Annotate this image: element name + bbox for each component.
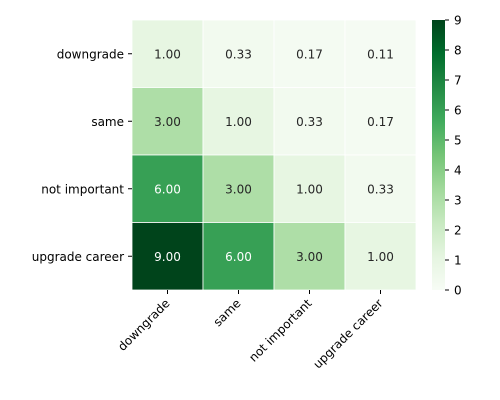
heatmap-cell bbox=[202, 154, 275, 223]
heatmap-cell bbox=[344, 87, 417, 156]
heatmap-cell bbox=[202, 19, 275, 88]
cell-value-label: 1.00 bbox=[225, 115, 252, 129]
heatmap-cell-labels: 1.00 0.33 0.17 0.11 3.00 1.00 0.33 0.17 6.00 3.00… bbox=[154, 47, 394, 264]
heatmap-cell bbox=[344, 19, 417, 88]
y-tick-label: downgrade bbox=[57, 47, 124, 61]
heatmap-cell bbox=[131, 87, 204, 156]
colorbar-tick-label: 5 bbox=[454, 134, 462, 148]
colorbar-tick-label: 9 bbox=[454, 14, 462, 28]
y-axis: downgrade same not important upgrade career bbox=[32, 47, 132, 264]
x-tick: not important bbox=[246, 290, 315, 365]
cell-value-label: 3.00 bbox=[225, 182, 252, 196]
y-tick-label: same bbox=[91, 115, 124, 129]
heatmap-cell bbox=[202, 87, 275, 156]
x-tick: same bbox=[211, 290, 244, 329]
x-tick: downgrade bbox=[115, 290, 173, 354]
colorbar-tick: 9 bbox=[445, 14, 462, 28]
colorbar-tick-label: 3 bbox=[454, 194, 462, 208]
heatmap-cell bbox=[273, 19, 346, 88]
y-tick: same bbox=[91, 115, 132, 129]
cell-value-label: 0.33 bbox=[225, 47, 252, 61]
heatmap-cell bbox=[131, 19, 204, 88]
colorbar-tick: 4 bbox=[445, 164, 462, 178]
cell-value-label: 0.33 bbox=[296, 115, 323, 129]
heatmap-cell bbox=[131, 222, 204, 291]
y-tick-label: not important bbox=[41, 182, 124, 196]
cell-value-label: 6.00 bbox=[225, 250, 252, 264]
colorbar-tick: 8 bbox=[445, 44, 462, 58]
cell-value-label: 0.11 bbox=[367, 47, 394, 61]
heatmap-cells bbox=[131, 19, 417, 291]
colorbar-bar bbox=[432, 20, 445, 290]
y-tick-label: upgrade career bbox=[32, 250, 124, 264]
heatmap-cell bbox=[202, 222, 275, 291]
cell-value-label: 3.00 bbox=[154, 115, 181, 129]
cell-value-label: 0.33 bbox=[367, 182, 394, 196]
colorbar-tick: 3 bbox=[445, 194, 462, 208]
cell-value-label: 0.17 bbox=[367, 115, 394, 129]
x-tick: upgrade career bbox=[310, 290, 386, 371]
cell-value-label: 9.00 bbox=[154, 250, 181, 264]
colorbar-tick: 6 bbox=[445, 104, 462, 118]
colorbar-tick-label: 7 bbox=[454, 74, 462, 88]
cell-value-label: 1.00 bbox=[154, 47, 181, 61]
colorbar-tick-label: 6 bbox=[454, 104, 462, 118]
cell-value-label: 1.00 bbox=[296, 182, 323, 196]
colorbar-tick-label: 2 bbox=[454, 224, 462, 238]
cell-value-label: 1.00 bbox=[367, 250, 394, 264]
colorbar-tick-label: 0 bbox=[454, 284, 462, 298]
colorbar-tick: 7 bbox=[445, 74, 462, 88]
heatmap-cell bbox=[344, 154, 417, 223]
cell-value-label: 0.17 bbox=[296, 47, 323, 61]
colorbar-tick-label: 1 bbox=[454, 254, 462, 268]
colorbar-tick-label: 4 bbox=[454, 164, 462, 178]
colorbar: 0 1 2 3 4 5 6 7 8 9 bbox=[432, 14, 462, 298]
heatmap-cell bbox=[273, 222, 346, 291]
x-tick-label: not important bbox=[246, 296, 315, 365]
colorbar-tick: 2 bbox=[445, 224, 462, 238]
colorbar-tick-label: 8 bbox=[454, 44, 462, 58]
x-tick-label: upgrade career bbox=[310, 296, 385, 371]
colorbar-tick: 0 bbox=[445, 284, 462, 298]
y-tick: not important bbox=[41, 182, 132, 196]
cell-value-label: 6.00 bbox=[154, 182, 181, 196]
x-tick-label: downgrade bbox=[115, 296, 172, 353]
colorbar-tick: 1 bbox=[445, 254, 462, 268]
x-tick-label: same bbox=[211, 296, 244, 329]
y-tick: upgrade career bbox=[32, 250, 132, 264]
cell-value-label: 3.00 bbox=[296, 250, 323, 264]
colorbar-tick: 5 bbox=[445, 134, 462, 148]
y-tick: downgrade bbox=[57, 47, 132, 61]
heatmap-cell bbox=[344, 222, 417, 291]
